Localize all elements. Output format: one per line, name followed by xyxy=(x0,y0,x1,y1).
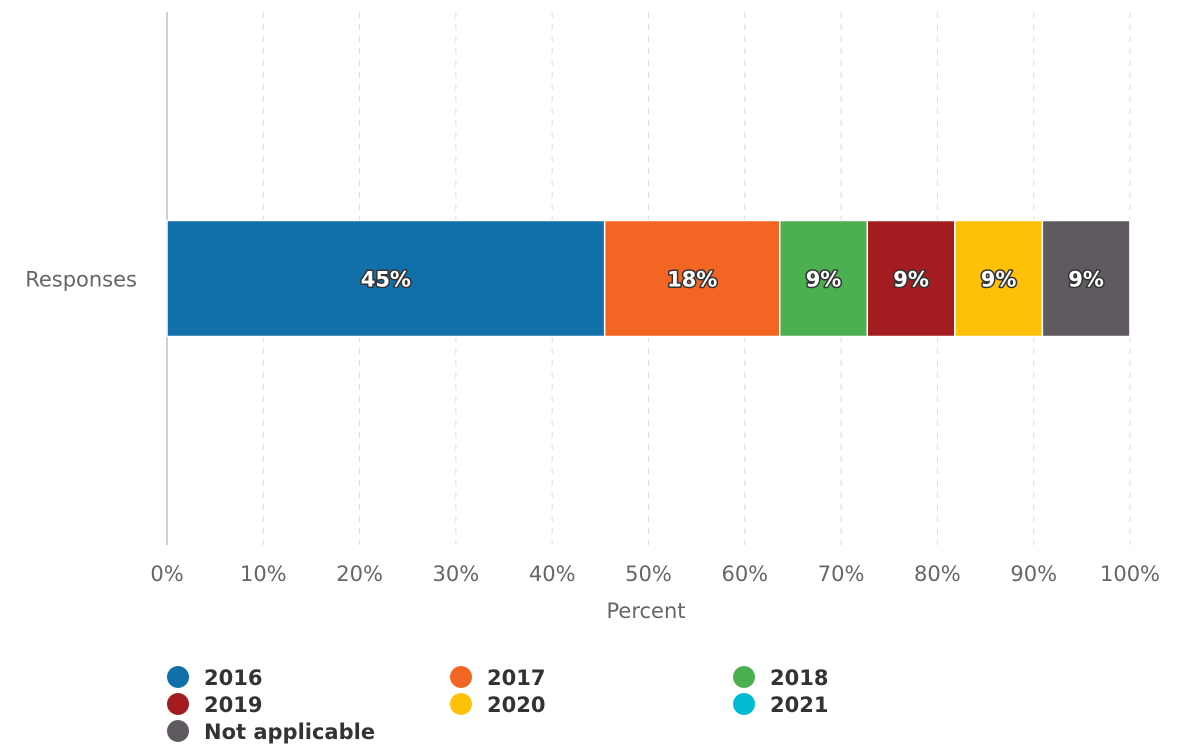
x-tick-label: 40% xyxy=(529,562,576,586)
x-tick-label: 100% xyxy=(1100,562,1160,586)
legend-label: 2020 xyxy=(487,693,545,717)
data-label: 9% xyxy=(1068,268,1104,292)
x-tick-label: 50% xyxy=(625,562,672,586)
data-label: 9% xyxy=(806,268,842,292)
x-tick-label: 0% xyxy=(150,562,183,586)
legend-marker xyxy=(167,720,189,742)
legend-label: 2019 xyxy=(204,693,262,717)
y-tick-label: Responses xyxy=(25,268,137,292)
legend-label: 2021 xyxy=(770,693,828,717)
x-tick-label: 60% xyxy=(721,562,768,586)
legend-marker xyxy=(733,693,755,715)
data-label: 45% xyxy=(361,268,411,292)
x-axis-label: Percent xyxy=(606,599,685,623)
bar-segment xyxy=(603,219,781,338)
legend-label: 2016 xyxy=(204,666,262,690)
x-tick-label: 20% xyxy=(336,562,383,586)
bar-segment xyxy=(954,219,1044,338)
legend-label: Not applicable xyxy=(204,720,375,744)
data-label: 9% xyxy=(981,268,1017,292)
x-tick-label: 30% xyxy=(433,562,480,586)
legend-marker xyxy=(733,666,755,688)
x-tick-label: 90% xyxy=(1010,562,1057,586)
legend-marker xyxy=(450,666,472,688)
legend-marker xyxy=(450,693,472,715)
data-label: 18% xyxy=(667,268,717,292)
x-tick-label: 80% xyxy=(914,562,961,586)
bar-segment xyxy=(866,219,956,338)
bar-segment xyxy=(1041,219,1131,338)
data-label: 9% xyxy=(893,268,929,292)
legend-marker xyxy=(167,693,189,715)
bar-segment xyxy=(166,219,606,338)
x-tick-label: 10% xyxy=(240,562,287,586)
legend-label: 2017 xyxy=(487,666,545,690)
legend-marker xyxy=(167,666,189,688)
legend-label: 2018 xyxy=(770,666,828,690)
x-tick-label: 70% xyxy=(818,562,865,586)
